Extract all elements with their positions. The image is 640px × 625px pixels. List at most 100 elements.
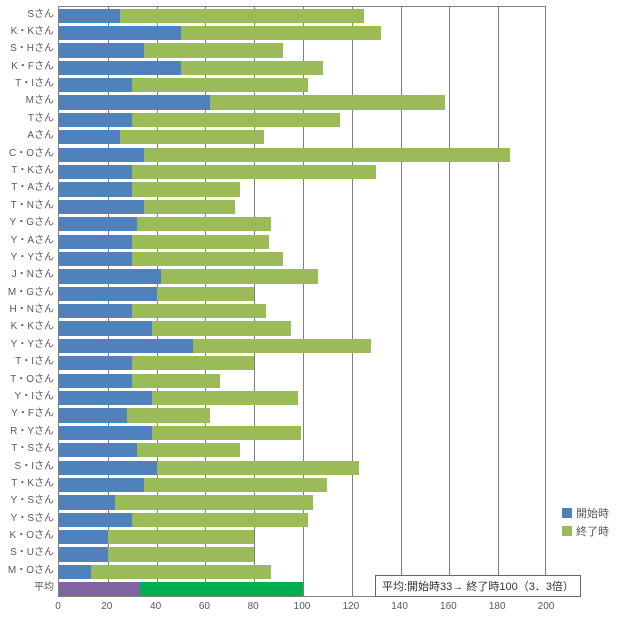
y-tick-label: Y・Yさん [0, 338, 54, 352]
row [59, 182, 545, 196]
gridline [498, 7, 499, 596]
bar-end [132, 374, 220, 388]
row [59, 269, 545, 283]
legend-swatch [562, 526, 572, 536]
row [59, 304, 545, 318]
bar-end [132, 78, 308, 92]
row [59, 235, 545, 249]
bar-end [127, 408, 210, 422]
row [59, 321, 545, 335]
plot-area [58, 6, 546, 597]
bar-start [59, 321, 152, 335]
bar-end [108, 530, 254, 544]
bar-start [59, 547, 108, 561]
row [59, 495, 545, 509]
row [59, 165, 545, 179]
y-tick-label: R・Yさん [0, 425, 54, 439]
y-tick-label: H・Nさん [0, 303, 54, 317]
legend-item: 終了時 [562, 523, 609, 539]
bar-start [59, 287, 157, 301]
y-tick-label: S・Uさん [0, 546, 54, 560]
row [59, 461, 545, 475]
bar-start [59, 43, 144, 57]
x-tick-label: 80 [248, 601, 259, 612]
row [59, 287, 545, 301]
bar-start [59, 443, 137, 457]
bar-start [59, 495, 115, 509]
y-tick-label: Y・Sさん [0, 494, 54, 508]
bar-start [59, 217, 137, 231]
x-tick-label: 100 [294, 601, 311, 612]
row [59, 252, 545, 266]
row [59, 391, 545, 405]
bar-end [120, 9, 364, 23]
y-tick-label: 平均 [0, 581, 54, 595]
row [59, 61, 545, 75]
y-tick-label: Y・Sさん [0, 512, 54, 526]
bar-end [132, 356, 254, 370]
bar-end [152, 391, 298, 405]
y-tick-label: Tさん [0, 112, 54, 126]
row [59, 148, 545, 162]
bar-end [144, 148, 510, 162]
bar-start [59, 269, 161, 283]
y-tick-label: Y・Iさん [0, 390, 54, 404]
y-tick-label: Aさん [0, 129, 54, 143]
bar-start [59, 165, 132, 179]
legend-label: 終了時 [576, 523, 609, 539]
bar-start [59, 530, 108, 544]
row [59, 408, 545, 422]
y-tick-label: K・Kさん [0, 320, 54, 334]
bar-start [59, 356, 132, 370]
row [59, 426, 545, 440]
annotation-text: 平均:開始時33→ 終了時100（3．3倍） [382, 581, 574, 593]
y-tick-label: T・Kさん [0, 164, 54, 178]
row [59, 339, 545, 353]
bar-start [59, 252, 132, 266]
bar-end [137, 217, 271, 231]
y-tick-label: K・Oさん [0, 529, 54, 543]
row [59, 478, 545, 492]
row [59, 26, 545, 40]
y-tick-label: T・Iさん [0, 77, 54, 91]
row [59, 513, 545, 527]
row [59, 130, 545, 144]
bar-end [132, 182, 239, 196]
bar-end [132, 235, 269, 249]
bar-end [144, 200, 234, 214]
bar-start [59, 374, 132, 388]
y-tick-label: K・Fさん [0, 60, 54, 74]
row [59, 43, 545, 57]
x-tick-label: 40 [150, 601, 161, 612]
y-tick-label: Y・Gさん [0, 216, 54, 230]
row [59, 113, 545, 127]
bar-start [59, 235, 132, 249]
y-tick-label: M・Gさん [0, 286, 54, 300]
legend-item: 開始時 [562, 505, 609, 521]
x-tick-label: 0 [55, 601, 61, 612]
y-tick-label: S・Hさん [0, 42, 54, 56]
y-tick-label: J・Nさん [0, 268, 54, 282]
bar-end [181, 26, 381, 40]
row [59, 374, 545, 388]
bar-end [132, 252, 283, 266]
bar-end [157, 287, 255, 301]
y-tick-label: Sさん [0, 8, 54, 22]
row [59, 356, 545, 370]
bar-end [140, 582, 303, 596]
row [59, 443, 545, 457]
bar-start [59, 565, 91, 579]
row [59, 530, 545, 544]
bar-end [132, 513, 308, 527]
bar-start [59, 26, 181, 40]
y-tick-label: T・Nさん [0, 199, 54, 213]
bar-end [91, 565, 272, 579]
x-tick-label: 200 [538, 601, 555, 612]
bar-start [59, 339, 193, 353]
gridline [449, 7, 450, 596]
bar-end [144, 43, 283, 57]
row [59, 547, 545, 561]
y-tick-label: Y・Aさん [0, 234, 54, 248]
y-tick-label: Y・Fさん [0, 407, 54, 421]
bar-end [152, 321, 291, 335]
